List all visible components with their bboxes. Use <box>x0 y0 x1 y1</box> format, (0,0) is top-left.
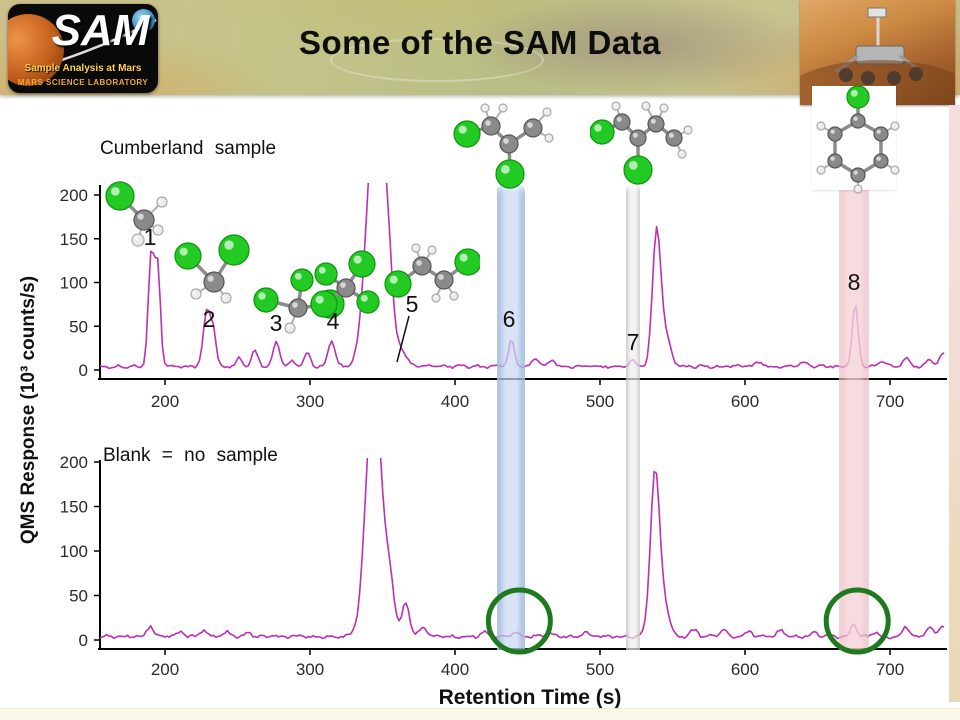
dichloropropane-molecule-icon <box>453 103 554 189</box>
slide-edge-strip <box>949 105 960 702</box>
y-tick-label: 0 <box>79 631 88 650</box>
x-axis-label: Retention Time (s) <box>438 686 622 709</box>
highlight-band-gray <box>626 185 640 650</box>
top-chart-title: Cumberland sample <box>100 138 277 159</box>
chlorobenzene-molecule-icon <box>816 85 900 194</box>
peak-label-3: 3 <box>269 310 283 336</box>
crater-ring-decoration <box>330 38 544 82</box>
x-tick-label: 600 <box>731 392 759 411</box>
x-tick-label: 500 <box>586 392 614 411</box>
peak-label-4: 4 <box>326 308 340 334</box>
x-tick-label: 400 <box>441 392 469 411</box>
mars-globe-icon <box>8 14 64 86</box>
logo-subtitle-1: Sample Analysis at Mars <box>24 63 142 74</box>
slide-bottom-strip <box>0 708 960 720</box>
y-tick-label: 150 <box>60 498 88 517</box>
y-tick-label: 100 <box>60 274 88 293</box>
peak-label-1: 1 <box>143 224 157 250</box>
blank-comparison-circle <box>823 587 891 655</box>
sam-logo: SAM Sample Analysis at Mars MARS SCIENCE… <box>8 4 158 93</box>
x-tick-label: 400 <box>441 660 469 679</box>
dichloromethane-molecule-icon <box>174 234 250 304</box>
x-tick-label: 200 <box>151 392 179 411</box>
peak5-pointer-line <box>396 315 410 363</box>
dichloroethane-molecule-icon <box>384 243 480 303</box>
slide-title: Some of the SAM Data <box>298 24 662 61</box>
logo-acronym: SAM <box>51 6 150 55</box>
blank-comparison-circle <box>485 587 553 655</box>
bottom-chart-title: Blank = no sample <box>103 445 278 466</box>
logo-subtitle-2: MARS SCIENCE LABORATORY <box>17 78 149 87</box>
highlight-band-pink <box>839 183 869 650</box>
y-tick-label: 200 <box>60 186 88 205</box>
peak-label-5: 5 <box>405 291 419 317</box>
peak-label-8: 8 <box>847 269 861 295</box>
highlight-band-blue <box>497 185 525 650</box>
peak-label-6: 6 <box>502 306 516 332</box>
tetrachloromethane-molecule-icon <box>310 250 380 318</box>
y-tick-label: 200 <box>60 453 88 472</box>
x-tick-label: 700 <box>876 392 904 411</box>
y-tick-label: 100 <box>60 542 88 561</box>
x-tick-label: 300 <box>296 660 324 679</box>
y-tick-label: 50 <box>69 587 88 606</box>
dichlorobutane-molecule-icon <box>590 101 693 185</box>
x-tick-label: 700 <box>876 660 904 679</box>
y-tick-label: 50 <box>69 317 88 336</box>
earth-globe-icon <box>132 9 155 32</box>
x-tick-label: 500 <box>586 660 614 679</box>
chloromethane-molecule-icon <box>105 181 168 247</box>
x-tick-label: 200 <box>151 660 179 679</box>
x-tick-label: 600 <box>731 660 759 679</box>
peak-label-7: 7 <box>626 329 640 355</box>
y-tick-label: 150 <box>60 230 88 249</box>
peak-label-2: 2 <box>202 306 216 332</box>
x-tick-label: 300 <box>296 392 324 411</box>
y-tick-label: 0 <box>79 361 88 380</box>
